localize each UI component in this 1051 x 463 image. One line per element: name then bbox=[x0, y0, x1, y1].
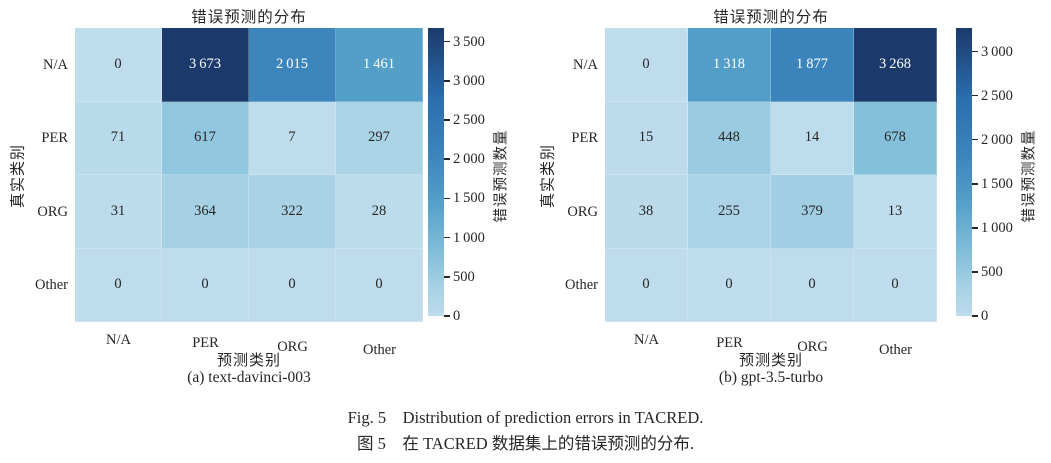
x-axis-label: 预测类别 bbox=[216, 353, 281, 369]
panel-caption: (a) text-davinci-003 bbox=[187, 369, 311, 386]
colorbar-tick bbox=[444, 315, 450, 317]
x-tick-label: PER bbox=[716, 335, 743, 351]
heatmap-title: 错误预测的分布 bbox=[191, 9, 307, 26]
panel-caption: (b) gpt-3.5-turbo bbox=[718, 369, 824, 386]
heatmap-cell: 0 bbox=[75, 248, 162, 322]
heatmap-cell: 28 bbox=[336, 175, 423, 249]
colorbar-tick bbox=[444, 80, 450, 82]
x-tick-label: ORG bbox=[797, 339, 828, 355]
heatmap-cell: 322 bbox=[249, 175, 336, 249]
heatmap-cell: 13 bbox=[854, 175, 937, 249]
colorbar-tick-label: 0 bbox=[453, 308, 461, 324]
heatmap-cell: 0 bbox=[688, 248, 771, 322]
heatmap-cell: 297 bbox=[336, 101, 423, 175]
y-axis-label: 真实类别 bbox=[540, 143, 557, 209]
colorbar-tick-label: 3 000 bbox=[981, 43, 1013, 60]
heatmap-cell: 0 bbox=[605, 28, 688, 102]
colorbar-tick bbox=[444, 236, 450, 239]
heatmap-cell: 31 bbox=[75, 175, 162, 249]
x-tick-label: ORG bbox=[277, 339, 308, 355]
heatmap-cell: 38 bbox=[605, 175, 688, 249]
colorbar bbox=[956, 28, 972, 316]
colorbar-tick bbox=[972, 138, 978, 141]
colorbar-tick bbox=[444, 276, 450, 278]
colorbar-tick-label: 2 000 bbox=[453, 151, 485, 168]
y-tick-label: PER bbox=[41, 130, 68, 147]
heatmap-cell: 7 bbox=[249, 101, 336, 175]
y-tick-label: Other bbox=[564, 277, 598, 294]
colorbar-label: 错误预测数量 bbox=[1021, 129, 1038, 223]
figure-caption-chinese: 图 5 在 TACRED 数据集上的错误预测的分布. bbox=[357, 434, 694, 453]
heatmap-cell: 678 bbox=[854, 101, 937, 175]
heatmap-cell: 1 877 bbox=[771, 28, 854, 102]
colorbar-tick-label: 3 000 bbox=[453, 72, 485, 89]
y-tick-label: Other bbox=[34, 277, 68, 294]
x-tick-label: N/A bbox=[634, 332, 659, 348]
heatmap-cell: 0 bbox=[75, 28, 162, 102]
colorbar-tick bbox=[444, 197, 450, 200]
heatmap-cell: 0 bbox=[336, 248, 423, 322]
y-tick-label: N/A bbox=[573, 56, 598, 73]
colorbar-tick-label: 2 500 bbox=[981, 87, 1013, 104]
heatmap-cell: 1 461 bbox=[336, 28, 423, 102]
figure-caption-english: Fig. 5 Distribution of prediction errors… bbox=[347, 408, 704, 427]
y-tick-label: N/A bbox=[43, 56, 68, 73]
colorbar-tick bbox=[444, 158, 450, 160]
heatmap-cell: 617 bbox=[162, 101, 249, 175]
heatmap-cell: 255 bbox=[688, 175, 771, 249]
heatmap-cell: 0 bbox=[854, 248, 937, 322]
heatmap-cell: 0 bbox=[771, 248, 854, 322]
heatmap-cell: 0 bbox=[605, 248, 688, 322]
x-tick-label: Other bbox=[362, 342, 396, 358]
heatmap-cell: 448 bbox=[688, 101, 771, 175]
colorbar-tick-label: 500 bbox=[981, 263, 1003, 280]
x-axis-label: 预测类别 bbox=[738, 353, 803, 369]
heatmap-cell: 3 673 bbox=[162, 28, 249, 102]
colorbar bbox=[428, 28, 444, 316]
heatmap-cell: 15 bbox=[605, 101, 688, 175]
colorbar-tick-label: 500 bbox=[453, 268, 475, 285]
heatmap-cell: 364 bbox=[162, 175, 249, 249]
colorbar-tick-label: 2 000 bbox=[981, 131, 1013, 148]
heatmap-cell: 3 268 bbox=[854, 28, 937, 102]
colorbar-tick-label: 1 000 bbox=[453, 229, 485, 246]
y-tick-label: ORG bbox=[37, 203, 68, 220]
colorbar-tick bbox=[444, 119, 450, 121]
colorbar-tick bbox=[972, 271, 978, 273]
y-tick-label: PER bbox=[571, 130, 598, 147]
colorbar-tick-label: 1 500 bbox=[453, 190, 485, 207]
x-tick-label: Other bbox=[878, 342, 912, 358]
colorbar-tick-label: 1 500 bbox=[981, 175, 1013, 192]
colorbar-tick bbox=[972, 94, 978, 97]
heatmap-cell: 2 015 bbox=[249, 28, 336, 102]
heatmap-cell: 0 bbox=[162, 248, 249, 322]
colorbar-tick-label: 3 500 bbox=[453, 33, 485, 50]
heatmap-cell: 0 bbox=[249, 248, 336, 322]
colorbar-label: 错误预测数量 bbox=[493, 129, 510, 223]
x-tick-label: N/A bbox=[106, 332, 131, 348]
x-tick-label: PER bbox=[192, 335, 219, 351]
colorbar-tick-label: 1 000 bbox=[981, 219, 1013, 236]
heatmap-cell: 1 318 bbox=[688, 28, 771, 102]
heatmap-cell: 14 bbox=[771, 101, 854, 175]
heatmap-title: 错误预测的分布 bbox=[713, 9, 829, 26]
y-axis-label: 真实类别 bbox=[10, 143, 27, 209]
colorbar-tick bbox=[972, 315, 978, 317]
colorbar-tick-label: 0 bbox=[981, 308, 989, 324]
colorbar-tick bbox=[972, 50, 978, 53]
colorbar-tick bbox=[444, 40, 450, 43]
heatmap-cell: 379 bbox=[771, 175, 854, 249]
colorbar-tick bbox=[972, 183, 978, 185]
colorbar-tick-label: 2 500 bbox=[453, 111, 485, 128]
y-tick-label: ORG bbox=[567, 203, 598, 220]
heatmap-cell: 71 bbox=[75, 101, 162, 175]
colorbar-tick bbox=[972, 227, 978, 229]
